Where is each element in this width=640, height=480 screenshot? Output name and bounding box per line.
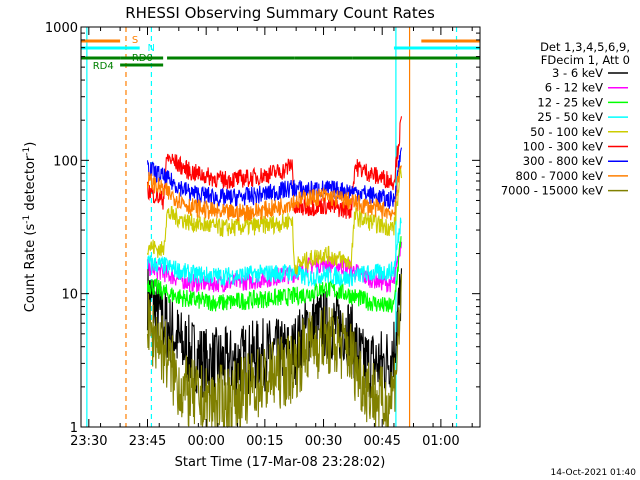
x-tick-label: 00:00 [187, 434, 224, 449]
y-tick-label: 1000 [45, 21, 78, 36]
x-tick-label: 23:45 [129, 434, 166, 449]
legend-label-12-25-kev: 12 - 25 keV [537, 95, 603, 109]
y-tick-label: 10 [61, 288, 78, 303]
legend-label-50-100-kev: 50 - 100 keV [530, 125, 603, 139]
series-line-800-7000-kev [146, 165, 403, 222]
vertical-markers [86, 27, 458, 427]
legend-label-25-50-kev: 25 - 50 keV [537, 110, 603, 124]
series-line-50-100-kev [146, 167, 403, 275]
footer-timestamp: 14-Oct-2021 01:40 [551, 468, 637, 478]
legend-header-line: FDecim 1, Att 0 [541, 53, 630, 67]
legend-label-6-12-kev: 6 - 12 keV [545, 81, 603, 95]
status-label-s: S [132, 35, 138, 46]
legend-label-300-800-kev: 300 - 800 keV [523, 154, 603, 168]
status-label-rd4: RD4 [93, 61, 114, 72]
legend: Det 1,3,4,5,6,9,FDecim 1, Att 03 - 6 keV… [501, 40, 630, 198]
chart-title: RHESSI Observing Summary Count Rates [125, 4, 435, 22]
x-tick-label: 00:30 [305, 434, 342, 449]
status-label-n: N [148, 43, 155, 54]
y-tick-label: 1 [70, 421, 78, 436]
series-layer [146, 116, 403, 428]
x-axis-label: Start Time (17-Mar-08 23:28:02) [175, 455, 386, 470]
legend-label-800-7000-kev: 800 - 7000 keV [515, 169, 603, 183]
x-tick-label: 00:45 [363, 434, 400, 449]
x-tick-label: 01:00 [422, 434, 459, 449]
y-label-sup2: -1 [22, 147, 32, 156]
status-label-rd0: RD0 [132, 53, 153, 64]
x-tick-label: 00:15 [246, 434, 283, 449]
series-line-25-50-kev [146, 217, 402, 288]
y-label-mid: detector [23, 155, 38, 215]
y-tick-label: 100 [53, 154, 78, 169]
legend-label-7000-15000-kev: 7000 - 15000 keV [501, 184, 603, 198]
series-line-3-6-kev [146, 263, 403, 399]
plot-frame [80, 26, 481, 428]
y-axis-label: Count Rate (s-1 detector-1) [22, 142, 38, 313]
series-line-100-300-kev [146, 116, 403, 219]
axes: 23:30 23:45 00:00 00:15 00:30 00:45 01:00 1 10 10… [45, 21, 480, 449]
legend-label-100-300-kev: 100 - 300 keV [523, 140, 603, 154]
series-line-12-25-kev [146, 236, 402, 313]
y-label-sup1: -1 [22, 215, 32, 224]
y-label-main: Count Rate (s [23, 224, 38, 313]
legend-label-3-6-kev: 3 - 6 keV [552, 66, 603, 80]
y-label-end: ) [23, 142, 38, 147]
legend-header-line: Det 1,3,4,5,6,9, [540, 40, 630, 54]
x-tick-label: 23:30 [70, 434, 107, 449]
series-line-7000-15000-kev [146, 273, 403, 428]
